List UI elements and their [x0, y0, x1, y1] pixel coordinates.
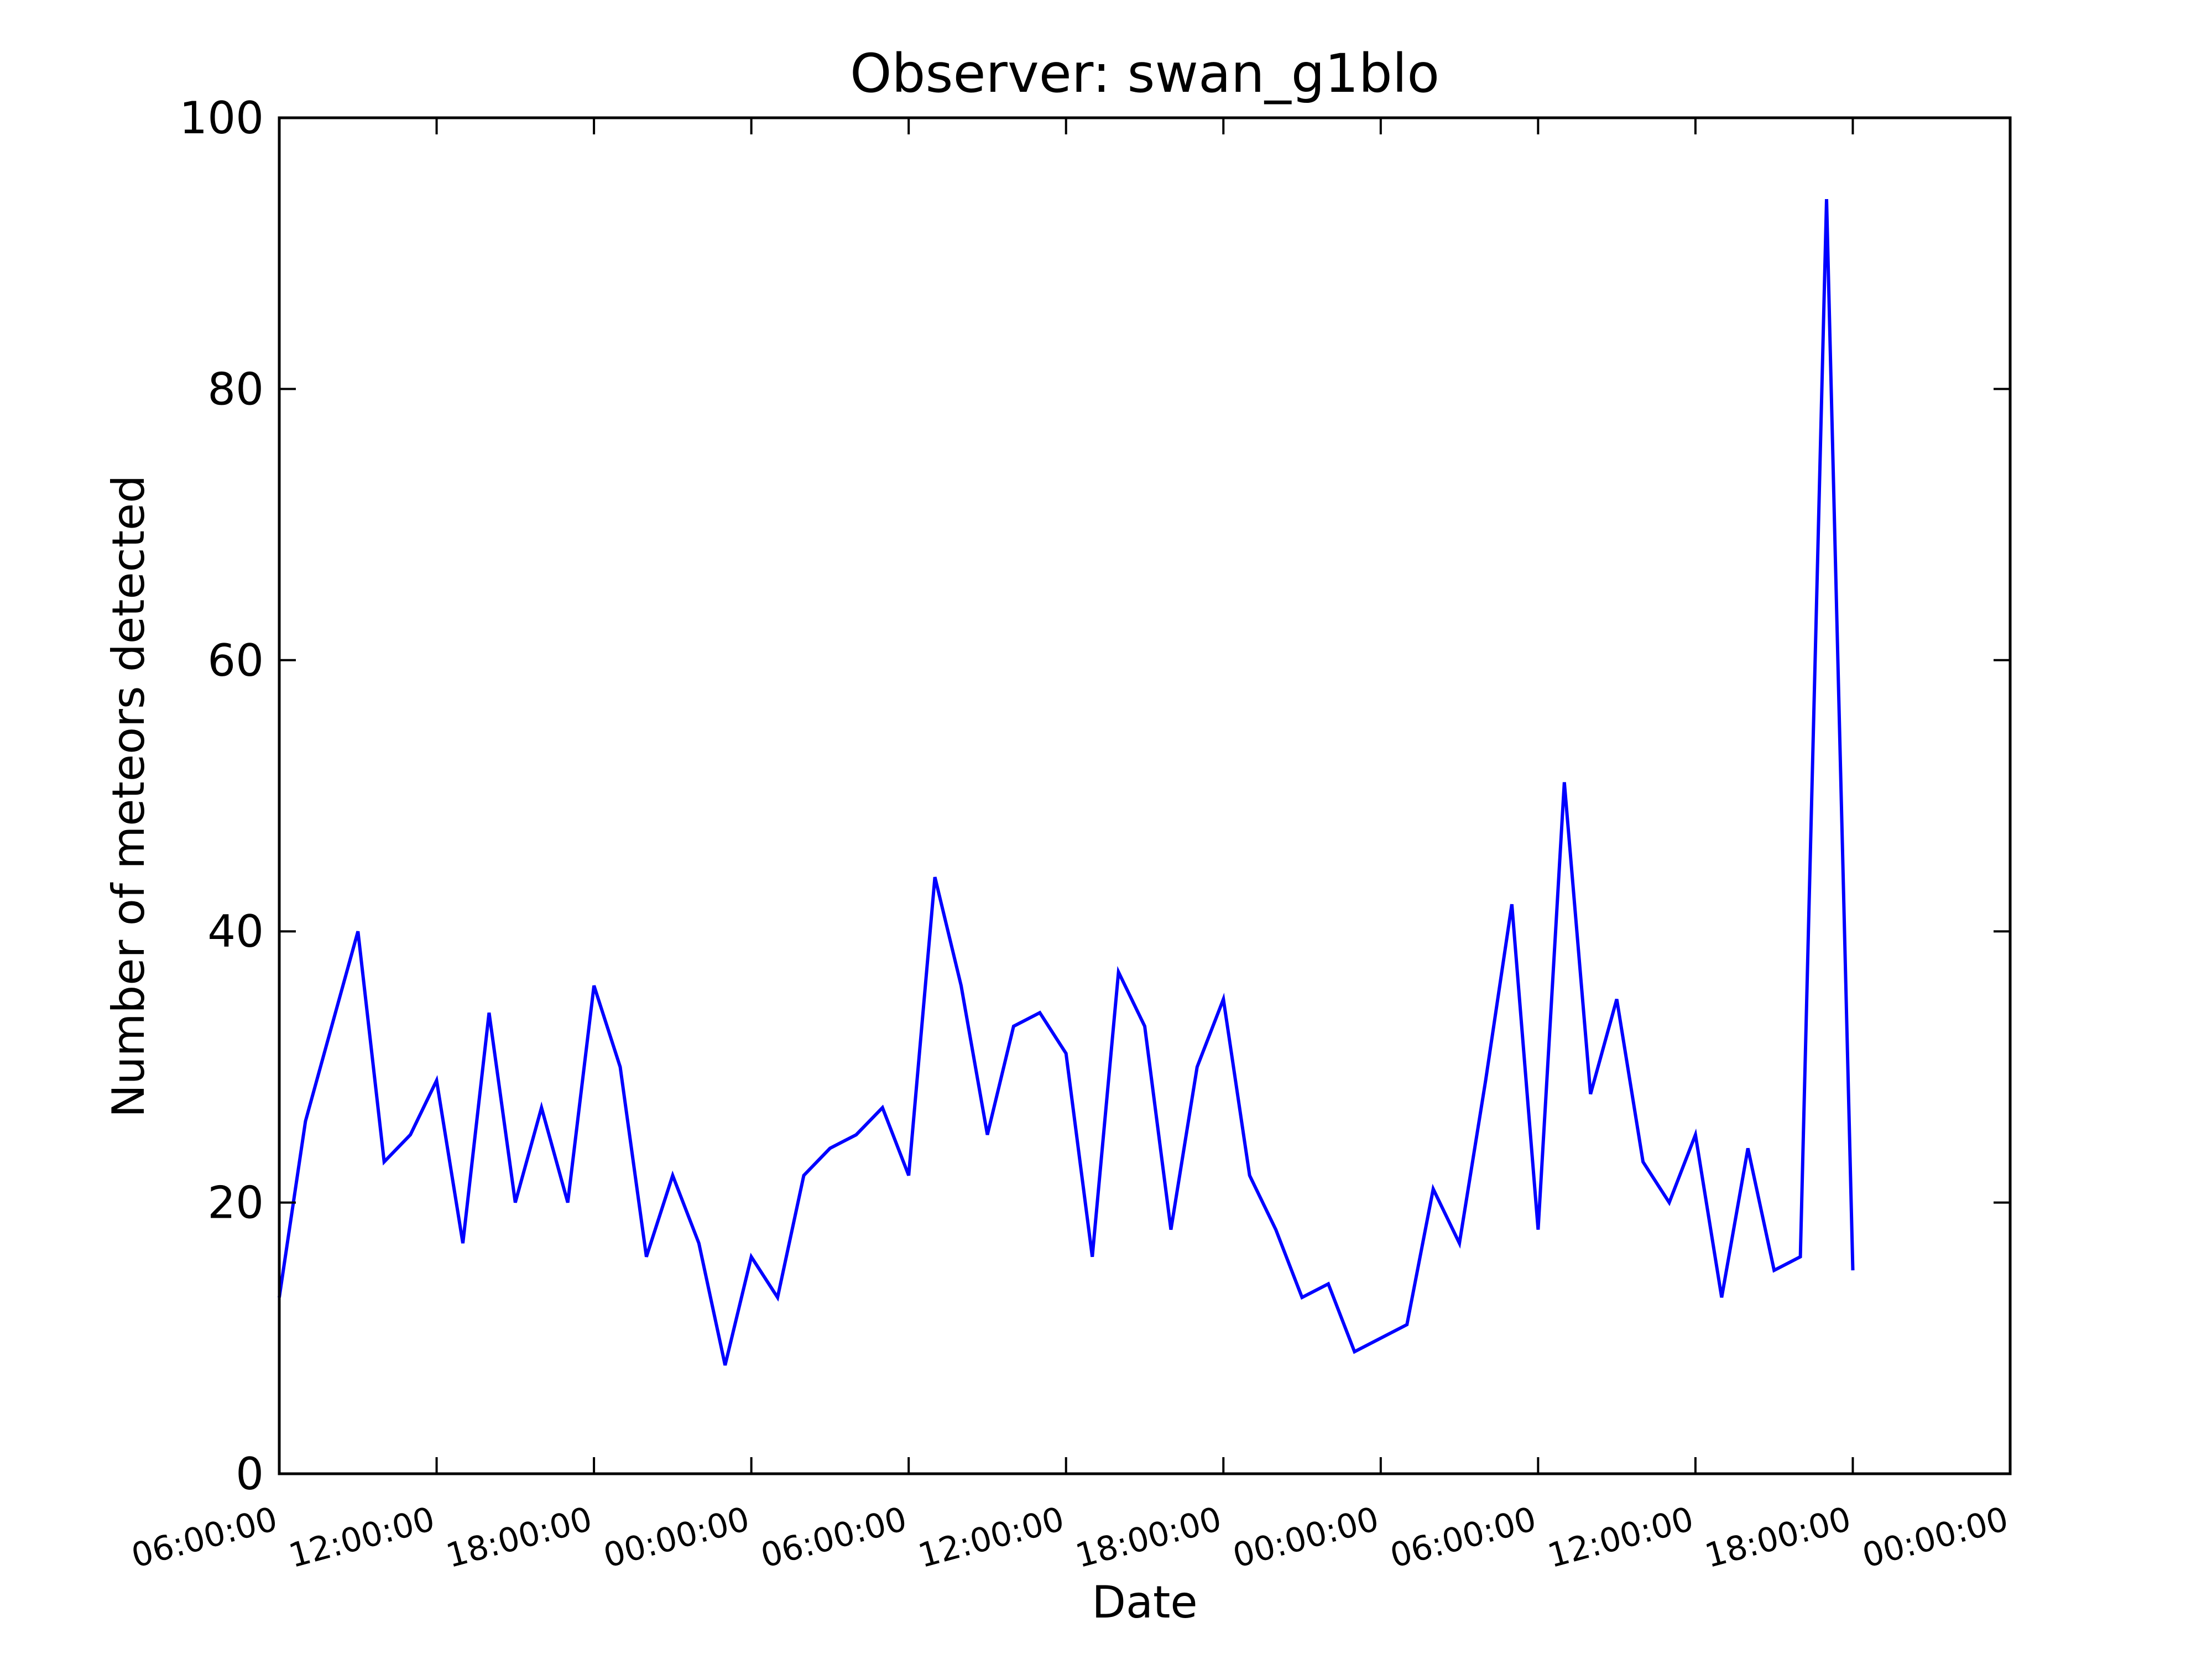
y-tick-label: 80 [207, 363, 264, 415]
y-tick-label: 60 [207, 635, 264, 686]
y-axis-label: Number of meteors detected [103, 475, 154, 1118]
axes-frame [278, 116, 2012, 1475]
y-tick-label: 40 [207, 906, 264, 957]
y-tick-label: 20 [207, 1177, 264, 1229]
x-axis-label: Date [1092, 1577, 1197, 1628]
plot-area [278, 116, 2012, 1475]
data-series-line-0 [278, 199, 1855, 1366]
y-tick-label: 0 [236, 1448, 264, 1500]
y-axis-ticks: 0 20 40 60 80 100 [179, 92, 2010, 1500]
y-tick-label: 100 [179, 92, 264, 144]
chart-title: Observer: swan_g1blo [850, 43, 1439, 105]
